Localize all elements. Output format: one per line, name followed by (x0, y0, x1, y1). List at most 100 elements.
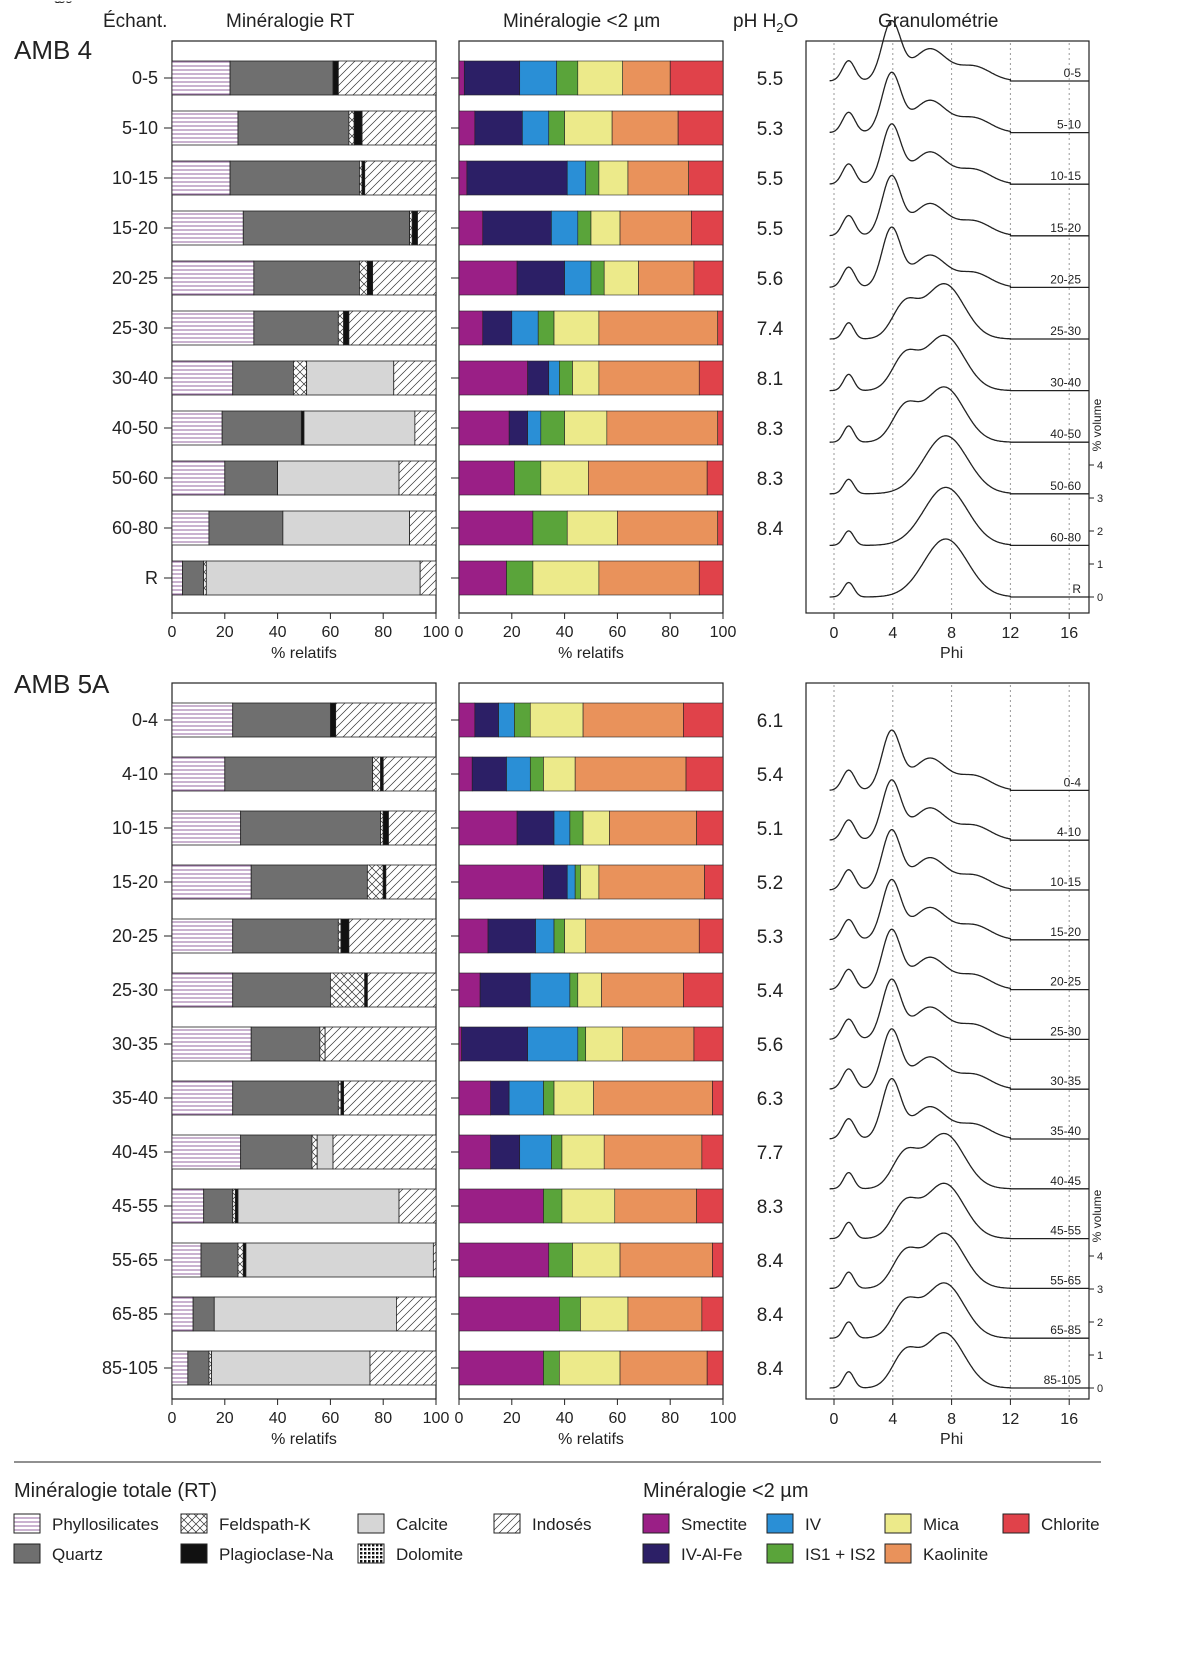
rt-segment-plagioclase-na (411, 210, 418, 246)
x-tick-label: 20 (216, 1410, 234, 1427)
rt-segment-quartz (242, 210, 411, 246)
rt-segment-indoses (372, 260, 437, 296)
rt-segment-calcite (303, 410, 416, 446)
grain-curve (829, 978, 1089, 1041)
rt-segment-plagioclase-na (366, 260, 374, 296)
rt-segment-phyllosilicates (171, 918, 234, 954)
clay-segment-is1-is2 (553, 918, 565, 954)
clay-segment-chlorite (712, 1242, 724, 1278)
ph-value: 8.4 (757, 1359, 784, 1380)
x-tick-label: 0 (455, 1410, 464, 1427)
ph-value: 8.3 (757, 419, 783, 440)
clay-segment-chlorite (698, 560, 724, 596)
sample-label: 45-55 (112, 1196, 158, 1216)
clay-segment-chlorite (698, 918, 724, 954)
volume-tick-label: 1 (1097, 1350, 1103, 1362)
ph-value: 6.1 (757, 711, 783, 732)
clay-segment-mica (543, 756, 576, 792)
clay-segment-chlorite (691, 210, 724, 246)
clay-segment-smectite (458, 1296, 560, 1332)
clay-segment-mica (580, 864, 600, 900)
clay-segment-kaolinite (619, 210, 692, 246)
sample-label: R (145, 568, 158, 588)
rt-segment-indoses (385, 864, 437, 900)
rt-segment-phyllosilicates (171, 756, 226, 792)
clay-segment-smectite (458, 210, 484, 246)
clay-segment-mica (603, 260, 639, 296)
clay-segment-kaolinite (619, 1242, 713, 1278)
rt-segment-phyllosilicates (171, 810, 242, 846)
volume-tick-label: 0 (1097, 1383, 1103, 1395)
rt-segment-quartz (224, 460, 279, 496)
phi-tick-label: 4 (888, 625, 897, 642)
profile-title: AMB 5A (14, 669, 110, 699)
rt-segment-indoses (382, 756, 437, 792)
rt-segment-indoses (335, 702, 437, 738)
sample-label: 10-15 (112, 818, 158, 838)
grain-curve-label: R (1072, 582, 1081, 596)
x-tick-label: 40 (556, 1410, 574, 1427)
sample-label: 20-25 (112, 268, 158, 288)
clay-segment-chlorite (706, 1350, 724, 1386)
ph-value: 5.3 (757, 927, 783, 948)
profile-title: AMB 4 (14, 35, 92, 65)
grain-curve (829, 283, 1089, 340)
clay-segment-iv (535, 918, 555, 954)
rt-segment-quartz (240, 1134, 313, 1170)
clay-segment-mica (529, 702, 584, 738)
depth-tick-label: 0 (21, 0, 27, 3)
ph-value: 8.1 (757, 369, 783, 390)
legend-label-mica: Mica (923, 1515, 959, 1534)
clay-segment-kaolinite (619, 1350, 708, 1386)
clay-segment-iv (511, 310, 539, 346)
horizon-label: A/Sg (41, 0, 74, 4)
clay-segment-chlorite (698, 360, 724, 396)
clay-segment-smectite (458, 310, 484, 346)
clay-segment-is1-is2 (540, 410, 565, 446)
clay-segment-kaolinite (585, 918, 700, 954)
x-tick-label: 100 (710, 1410, 737, 1427)
rt-segment-phyllosilicates (171, 1296, 194, 1332)
x-tick-label: 100 (423, 1410, 450, 1427)
legend-swatch-phyllo (13, 1513, 41, 1534)
phi-tick-label: 0 (830, 1411, 839, 1428)
clay-segment-kaolinite (611, 110, 679, 146)
clay-segment-iv-al-fe (487, 918, 536, 954)
rt-segment-calcite (306, 360, 395, 396)
clay-segment-smectite (458, 410, 510, 446)
depth-tick-label: 105 (9, 0, 27, 3)
clay-segment-mica (561, 1188, 616, 1224)
x-tick-label: 20 (216, 624, 234, 641)
clay-segment-mica (585, 1026, 623, 1062)
grain-curve (829, 1078, 1089, 1140)
clay-segment-iv-al-fe (516, 260, 565, 296)
clay-segment-iv (566, 864, 576, 900)
ph-value: 5.5 (757, 169, 783, 190)
clay-segment-kaolinite (622, 1026, 695, 1062)
clay-segment-kaolinite (614, 1188, 697, 1224)
depth-tick-label: 6 (21, 0, 27, 3)
ph-value: 5.5 (757, 219, 783, 240)
rt-segment-phyllosilicates (171, 1080, 234, 1116)
grain-curve (829, 1028, 1089, 1090)
clay-segment-is1-is2 (577, 210, 592, 246)
phi-tick-label: 4 (888, 1411, 897, 1428)
grain-curve (829, 226, 1089, 289)
volume-tick-label: 2 (1097, 1317, 1103, 1329)
rt-segment-phyllosilicates (171, 864, 252, 900)
rt-segment-phyllosilicates (171, 360, 234, 396)
legend-swatch-dolomite (357, 1543, 385, 1564)
grain-curve (829, 779, 1089, 841)
rt-segment-quartz (200, 1242, 239, 1278)
sample-label: 25-30 (112, 980, 158, 1000)
ph-value: 5.6 (757, 1035, 783, 1056)
clay-segment-iv (519, 1134, 552, 1170)
clay-segment-is1-is2 (543, 1350, 560, 1386)
grain-curve (829, 1282, 1089, 1339)
clay-segment-chlorite (677, 110, 724, 146)
rt-segment-phyllosilicates (171, 410, 223, 446)
clay-segment-iv-al-fe (490, 1134, 521, 1170)
rt-segment-feldspath-k (319, 1026, 326, 1062)
sample-label: 65-85 (112, 1304, 158, 1324)
clay-segment-iv-al-fe (463, 60, 521, 96)
